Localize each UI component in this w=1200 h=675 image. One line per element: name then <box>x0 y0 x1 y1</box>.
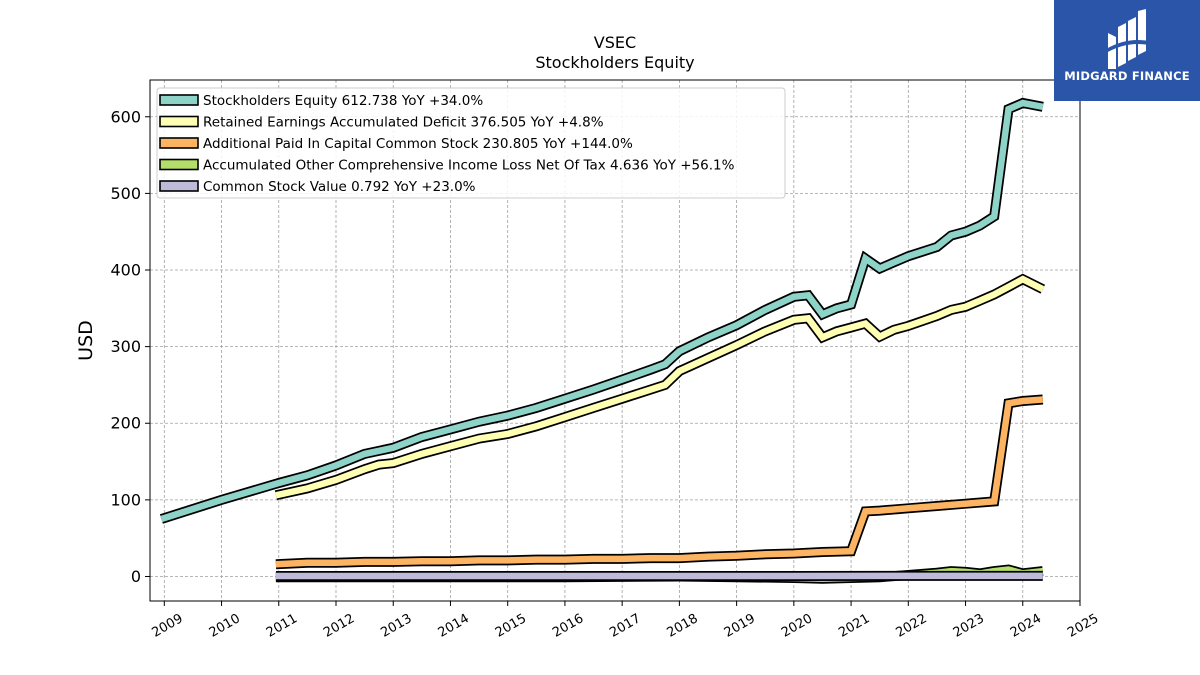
x-tick-label: 2017 <box>607 611 643 641</box>
legend-entry: Common Stock Value 0.792 YoY +23.0% <box>203 179 476 195</box>
x-tick-label: 2020 <box>779 611 815 641</box>
y-tick-label: 0 <box>131 567 141 586</box>
x-tick-label: 2015 <box>493 611 529 641</box>
series-line <box>160 99 1044 523</box>
y-tick-label: 200 <box>110 414 141 433</box>
series-lines <box>159 97 1046 584</box>
y-axis-ticks: 0 100 200 300 400 500 600 <box>110 107 150 586</box>
chart-title: VSEC <box>594 33 636 52</box>
y-axis-label: USD <box>75 320 97 361</box>
x-tick-label: 2019 <box>722 611 758 641</box>
legend: Stockholders Equity 612.738 YoY +34.0% Re… <box>156 87 786 199</box>
x-axis-ticks: 2009 2010 2011 2012 2013 2014 2015 2016 2017 2018… <box>149 601 1101 641</box>
x-tick-label: 2025 <box>1065 611 1101 641</box>
x-tick-label: 2021 <box>836 611 872 641</box>
x-tick-label: 2023 <box>951 611 987 641</box>
legend-swatch <box>159 137 199 149</box>
y-tick-label: 600 <box>110 107 141 126</box>
legend-swatch <box>159 158 199 171</box>
x-tick-label: 2014 <box>436 611 472 641</box>
plot-frame <box>149 79 1081 602</box>
x-tick-label: 2013 <box>378 611 414 641</box>
y-tick-label: 500 <box>110 184 141 203</box>
x-tick-label: 2010 <box>207 611 243 641</box>
y-tick-label: 300 <box>110 337 141 356</box>
x-tick-label: 2012 <box>321 611 357 641</box>
y-tick-label: 400 <box>110 261 141 280</box>
legend-entry: Additional Paid In Capital Common Stock … <box>203 136 633 152</box>
x-tick-label: 2016 <box>550 611 586 641</box>
legend-entry: Stockholders Equity 612.738 YoY +34.0% <box>203 93 483 109</box>
series-line <box>275 275 1045 499</box>
legend-swatch <box>159 115 199 128</box>
series-outline <box>275 394 1044 570</box>
brand-text: MIDGARD FINANCE <box>1064 69 1190 83</box>
chart-subtitle: Stockholders Equity <box>535 53 694 72</box>
series-line <box>275 396 1044 568</box>
legend-entry: Retained Earnings Accumulated Deficit 37… <box>203 115 604 131</box>
x-tick-label: 2011 <box>264 611 300 641</box>
x-tick-label: 2009 <box>149 611 185 641</box>
midgard-finance-logo: MIDGARD FINANCE <box>1054 0 1200 101</box>
y-tick-label: 100 <box>110 490 141 509</box>
legend-swatch <box>159 180 199 192</box>
x-tick-label: 2022 <box>893 611 929 641</box>
legend-box <box>156 87 786 199</box>
x-tick-label: 2024 <box>1008 611 1044 641</box>
legend-entry: Accumulated Other Comprehensive Income L… <box>203 158 735 174</box>
legend-swatch <box>159 94 199 106</box>
x-tick-label: 2018 <box>665 611 701 641</box>
midgard-logo-icon <box>1106 9 1148 69</box>
